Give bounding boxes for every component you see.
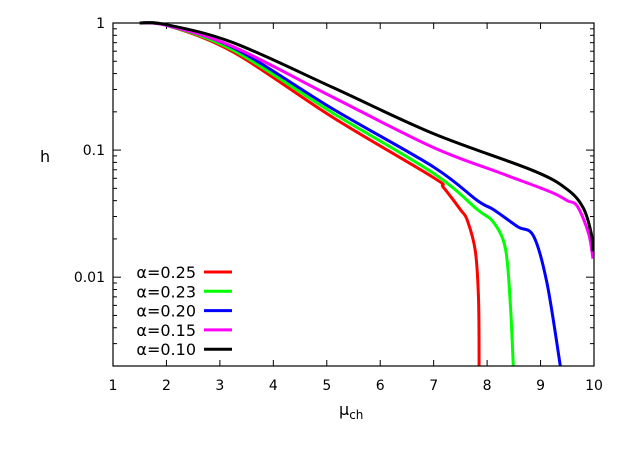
legend: α=0.25α=0.23α=0.20α=0.15α=0.10 bbox=[136, 263, 232, 359]
series-line bbox=[139, 21, 562, 367]
x-tick-label: 10 bbox=[585, 378, 603, 394]
x-axis-label-main: μ bbox=[339, 400, 349, 419]
y-tick-label: 1 bbox=[96, 16, 105, 32]
plot-frame bbox=[112, 22, 595, 367]
series-line bbox=[139, 21, 595, 259]
y-tick-label: 0.01 bbox=[74, 270, 105, 286]
x-axis-label: μch bbox=[339, 400, 363, 422]
x-tick-label: 6 bbox=[376, 378, 385, 394]
x-tick-label: 8 bbox=[483, 378, 492, 394]
legend-label: α=0.20 bbox=[136, 302, 196, 321]
x-tick-label: 9 bbox=[536, 378, 545, 394]
x-tick-label: 1 bbox=[109, 378, 118, 394]
y-axis-label: h bbox=[40, 147, 50, 166]
legend-label: α=0.15 bbox=[136, 321, 196, 340]
x-tick-label: 4 bbox=[269, 378, 278, 394]
x-axis-label-sub: ch bbox=[349, 408, 363, 422]
y-tick-label: 0.1 bbox=[83, 143, 105, 159]
legend-label: α=0.25 bbox=[136, 263, 196, 282]
legend-label: α=0.10 bbox=[136, 340, 196, 359]
series-lines bbox=[139, 20, 595, 367]
x-tick-label: 3 bbox=[215, 378, 224, 394]
x-tick-label: 5 bbox=[322, 378, 331, 394]
legend-label: α=0.23 bbox=[136, 282, 196, 301]
x-tick-label: 7 bbox=[429, 378, 438, 394]
series-line bbox=[139, 21, 595, 252]
x-tick-label: 2 bbox=[162, 378, 171, 394]
